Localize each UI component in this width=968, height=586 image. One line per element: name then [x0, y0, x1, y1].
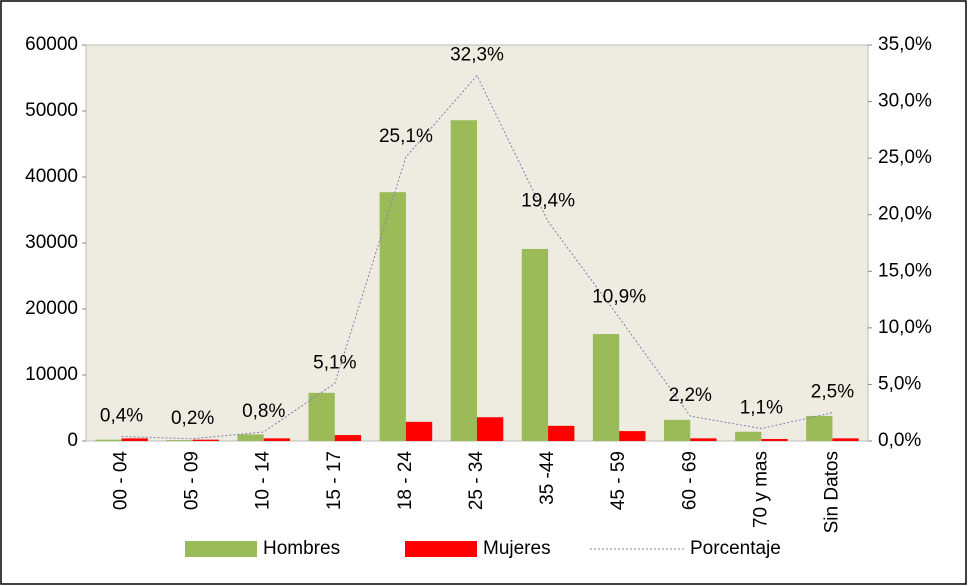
bar: [308, 392, 335, 441]
bar: [166, 440, 193, 441]
bar: [806, 415, 833, 441]
y2-tick-label: 20,0%: [878, 204, 932, 225]
legend-swatch: [185, 541, 257, 557]
bar: [521, 248, 549, 441]
data-label: 2,2%: [669, 385, 712, 406]
bar: [450, 120, 477, 442]
x-tick-label: 15 - 17: [324, 451, 345, 510]
bar: [477, 417, 504, 441]
x-tick-label: 05 - 09: [182, 451, 203, 510]
x-tick-label: 35 -44: [537, 451, 558, 505]
bar: [379, 192, 406, 441]
y2-tick-label: 30,0%: [878, 91, 932, 112]
bar: [192, 439, 219, 441]
x-tick-label: 70 y mas: [750, 451, 771, 528]
x-tick-label: 45 - 59: [608, 451, 629, 510]
bar: [761, 439, 788, 441]
y-tick-label: 60000: [25, 34, 78, 55]
bar: [735, 431, 762, 441]
data-label: 5,1%: [313, 352, 356, 373]
y2-tick-label: 25,0%: [878, 147, 932, 168]
legend-label: Hombres: [263, 538, 340, 559]
x-tick-label: 25 - 34: [466, 451, 487, 511]
y2-tick-label: 5,0%: [878, 373, 921, 394]
bar: [237, 434, 264, 441]
y-tick-label: 20000: [25, 298, 78, 319]
bar: [619, 431, 646, 441]
y-tick-label: 10000: [25, 364, 78, 385]
y2-tick-label: 15,0%: [878, 260, 932, 281]
x-tick-label: 10 - 14: [253, 451, 274, 511]
y-tick-label: 30000: [25, 232, 78, 253]
data-label: 0,4%: [100, 405, 143, 426]
x-tick-label: Sin Datos: [821, 451, 842, 533]
y2-tick-label: 35,0%: [878, 34, 932, 55]
x-tick-label: 60 - 69: [679, 451, 700, 510]
legend-label: Mujeres: [483, 538, 551, 559]
bar: [592, 334, 620, 441]
y-tick-label: 50000: [25, 100, 78, 121]
bar: [334, 435, 362, 441]
data-label: 32,3%: [450, 45, 504, 66]
bar: [690, 438, 717, 441]
data-label: 10,9%: [592, 287, 646, 308]
y-tick-label: 0: [67, 430, 78, 451]
y2-tick-label: 0,0%: [878, 430, 921, 451]
bar: [832, 438, 859, 441]
y2-tick-label: 10,0%: [878, 317, 932, 338]
x-tick-label: 18 - 24: [395, 451, 416, 511]
bar: [121, 438, 148, 441]
bar: [548, 425, 575, 441]
data-label: 1,1%: [740, 398, 783, 419]
y-tick-label: 40000: [25, 166, 78, 187]
line: [121, 74, 833, 440]
data-label: 0,2%: [171, 408, 214, 429]
bar: [663, 419, 691, 441]
data-label: 19,4%: [521, 191, 575, 212]
data-label: 0,8%: [242, 401, 285, 422]
legend-label: Porcentaje: [690, 538, 781, 559]
bar: [405, 421, 433, 441]
bar: [95, 439, 122, 441]
legend-swatch: [405, 541, 477, 557]
x-tick-label: 00 - 04: [111, 451, 132, 511]
data-label: 2,5%: [811, 382, 854, 403]
data-label: 25,1%: [379, 126, 433, 147]
bar: [263, 438, 291, 441]
